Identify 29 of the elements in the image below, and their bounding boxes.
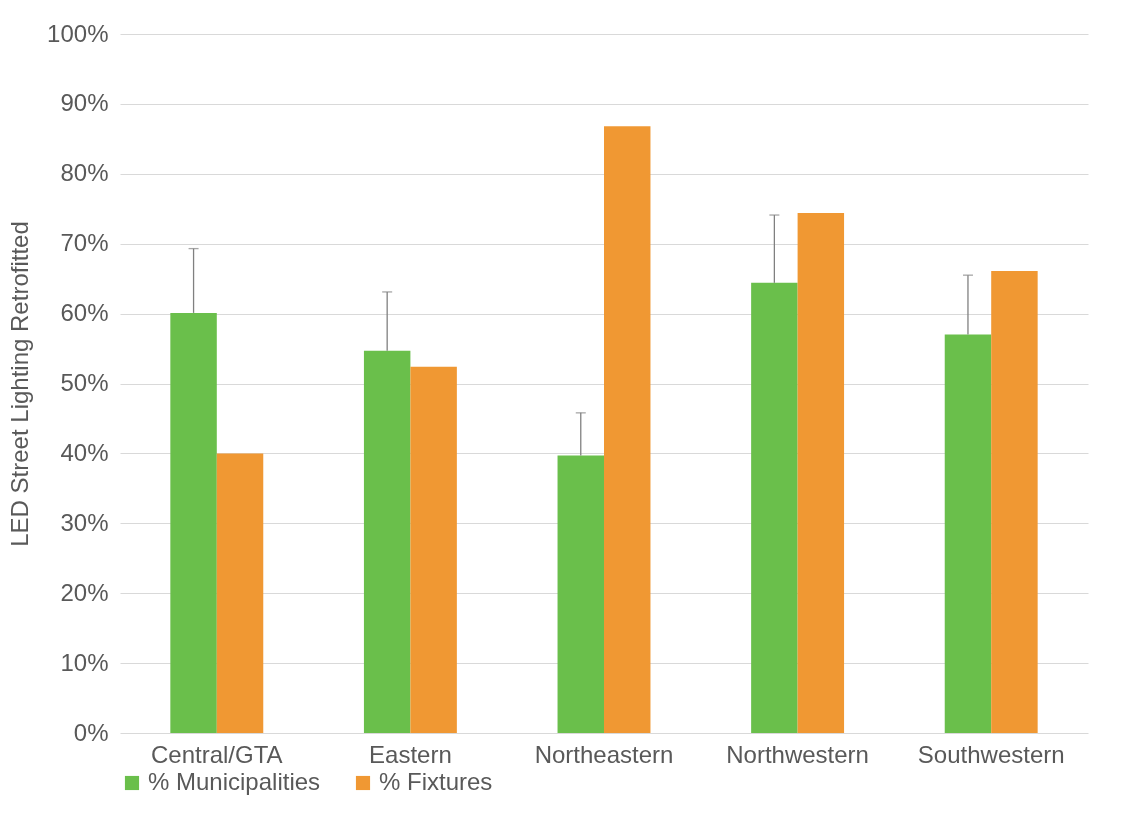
bar: [410, 366, 457, 733]
bar: [557, 455, 604, 733]
bar: [604, 126, 651, 733]
bar: [363, 350, 411, 733]
y-tick-label: 40%: [60, 438, 109, 466]
y-tick-label: 80%: [60, 159, 109, 187]
y-tick-label: 90%: [60, 89, 109, 117]
bar: [944, 334, 992, 733]
x-tick-label: Central/GTA: [151, 740, 283, 768]
bar: [216, 453, 264, 733]
bar: [797, 212, 845, 733]
y-tick-label: 30%: [60, 508, 109, 536]
y-tick-label: 50%: [60, 369, 109, 396]
legend-label: % Fixtures: [379, 768, 493, 795]
y-axis-title: LED Street Lighting Retrofitted: [6, 221, 34, 547]
x-tick-label: Northeastern: [534, 740, 674, 768]
y-tick-label: 20%: [60, 578, 109, 606]
y-tick-label: 100%: [47, 19, 109, 47]
y-tick-label: 60%: [60, 299, 109, 327]
bar: [170, 312, 217, 733]
bar: [751, 282, 798, 733]
bar: [991, 270, 1038, 733]
x-tick-label: Eastern: [369, 740, 452, 768]
y-tick-label: 10%: [60, 648, 109, 676]
legend-label: % Municipalities: [148, 768, 321, 795]
x-tick-label: Northwestern: [726, 740, 869, 768]
x-tick-label: Southwestern: [917, 740, 1065, 768]
y-tick-label: 70%: [60, 229, 109, 257]
y-tick-label: 0%: [73, 718, 109, 746]
